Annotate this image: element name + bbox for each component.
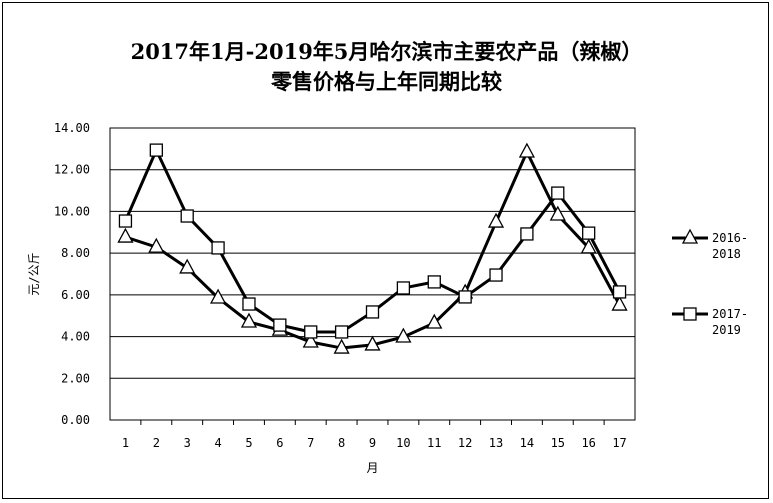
x-tick-label: 6 <box>276 436 283 450</box>
chart-title-line2: 零售价格与上年同期比较 <box>271 69 502 94</box>
y-tick-label: 2.00 <box>61 371 90 385</box>
data-point-2017-2019 <box>242 297 256 311</box>
data-point-2017-2019 <box>365 305 380 319</box>
legend-text: 2017- <box>712 307 749 321</box>
data-point-2016-2018 <box>549 205 566 221</box>
data-point-2017-2019 <box>582 226 596 240</box>
data-point-2017-2019 <box>520 227 534 241</box>
data-point-2017-2019 <box>427 275 441 289</box>
legend-marker-triangle-icon <box>681 228 699 244</box>
data-point-2017-2019 <box>458 290 472 304</box>
x-tick-label: 13 <box>489 436 503 450</box>
data-point-2016-2018 <box>426 313 443 329</box>
data-point-2017-2019 <box>211 241 225 255</box>
x-tick-label: 15 <box>551 436 565 450</box>
data-point-2016-2018 <box>302 332 319 348</box>
data-point-2016-2018 <box>333 338 350 354</box>
series-line-2016-2018 <box>124 148 621 350</box>
chart-title-line1: 2017年1月-2019年5月哈尔滨市主要农产品（辣椒） <box>130 39 643 64</box>
x-tick-label: 17 <box>612 436 626 450</box>
x-axis-label: 月 <box>366 461 378 475</box>
data-point-2017-2019 <box>304 325 318 339</box>
y-tick-label: 10.00 <box>54 204 90 218</box>
x-tick-label: 11 <box>427 436 441 450</box>
data-point-2016-2018 <box>364 335 381 351</box>
data-point-2016-2018 <box>487 212 505 228</box>
data-point-2016-2018 <box>210 288 227 304</box>
data-point-2016-2018 <box>179 258 196 274</box>
data-point-2017-2019 <box>180 209 194 223</box>
y-tick-label: 14.00 <box>54 121 90 135</box>
y-tick-label: 8.00 <box>61 246 90 260</box>
data-point-2017-2019 <box>149 143 163 157</box>
legend-text: 2019 <box>712 323 741 337</box>
x-tick-label: 7 <box>307 436 314 450</box>
x-tick-label: 4 <box>214 436 221 450</box>
data-point-2017-2019 <box>489 268 503 282</box>
data-point-2016-2018 <box>395 327 412 343</box>
data-point-2017-2019 <box>334 325 349 339</box>
y-tick-label: 0.00 <box>61 413 90 427</box>
data-point-2016-2018 <box>148 237 165 253</box>
x-tick-label: 14 <box>520 436 534 450</box>
y-tick-label: 6.00 <box>61 288 90 302</box>
x-tick-label: 5 <box>245 436 252 450</box>
data-point-2016-2018 <box>580 238 597 254</box>
y-tick-label: 12.00 <box>54 163 90 177</box>
data-point-2016-2018 <box>611 295 628 311</box>
data-point-2016-2018 <box>117 227 134 243</box>
data-point-2016-2018 <box>240 312 258 328</box>
legend-text: 2016- <box>712 231 749 245</box>
x-tick-label: 8 <box>338 436 345 450</box>
y-tick-label: 4.00 <box>61 330 90 344</box>
data-point-2017-2019 <box>273 318 287 332</box>
data-point-2017-2019 <box>396 281 411 295</box>
x-tick-label: 16 <box>581 436 595 450</box>
x-tick-label: 12 <box>458 436 472 450</box>
x-tick-label: 9 <box>369 436 376 450</box>
data-point-2017-2019 <box>612 285 627 299</box>
y-axis-label: 元/公斤 <box>27 252 41 295</box>
legend-label-2016-2018: 2016- 2018 <box>712 230 748 262</box>
x-tick-label: 3 <box>184 436 191 450</box>
data-point-2017-2019 <box>551 186 565 200</box>
legend-marker-square-icon <box>683 307 697 321</box>
x-tick-label: 1 <box>122 436 129 450</box>
data-point-2017-2019 <box>118 214 133 228</box>
series-line-2017-2019 <box>124 146 621 334</box>
data-point-2016-2018 <box>518 142 535 158</box>
legend-text: 2018 <box>712 247 741 261</box>
x-tick-label: 10 <box>396 436 410 450</box>
plot-border <box>109 127 636 421</box>
x-tick-label: 2 <box>153 436 160 450</box>
legend-label-2017-2019: 2017- 2019 <box>712 306 748 338</box>
